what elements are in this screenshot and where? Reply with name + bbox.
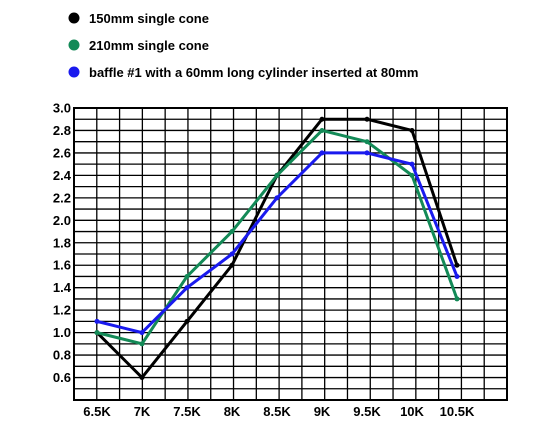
data-point [364, 116, 370, 122]
data-point [94, 330, 100, 336]
x-tick-label: 8.5K [263, 404, 291, 419]
x-tick-label: 9K [314, 404, 331, 419]
y-tick-label: 1.6 [53, 258, 71, 273]
legend-item: baffle #1 with a 60mm long cylinder inse… [68, 65, 418, 80]
data-point [139, 341, 145, 347]
legend-label: baffle #1 with a 60mm long cylinder inse… [89, 65, 418, 80]
y-tick-label: 3.0 [53, 101, 71, 116]
y-tick-label: 0.6 [53, 370, 71, 385]
data-point [229, 251, 235, 257]
x-tick-label: 7.5K [173, 404, 201, 419]
x-tick-label: 10K [400, 404, 424, 419]
y-tick-label: 1.0 [53, 325, 71, 340]
data-point [139, 375, 145, 381]
data-point [94, 318, 100, 324]
data-point [409, 172, 415, 178]
data-point [319, 150, 325, 156]
series-3 [94, 150, 460, 336]
chart-series [94, 116, 460, 381]
legend-marker [68, 39, 80, 51]
data-point [409, 127, 415, 133]
legend-label: 210mm single cone [89, 38, 209, 53]
data-point [319, 127, 325, 133]
data-point [229, 262, 235, 268]
y-tick-label: 2.0 [53, 213, 71, 228]
data-point [139, 330, 145, 336]
legend-marker [68, 66, 80, 78]
x-tick-label: 7K [134, 404, 151, 419]
data-point [184, 273, 190, 279]
y-tick-label: 1.2 [53, 303, 71, 318]
y-tick-label: 0.8 [53, 348, 71, 363]
y-tick-label: 2.2 [53, 190, 71, 205]
data-point [409, 161, 415, 167]
data-point [364, 150, 370, 156]
data-point [184, 318, 190, 324]
x-tick-label: 10.5K [440, 404, 475, 419]
y-tick-label: 2.8 [53, 123, 71, 138]
data-point [229, 229, 235, 235]
legend-item: 150mm single cone [68, 11, 209, 26]
data-point [454, 296, 460, 302]
series-2 [94, 127, 460, 347]
x-tick-label: 8K [224, 404, 241, 419]
y-axis-ticks: 3.0 2.8 2.6 2.4 2.2 2.0 1.8 1.6 1.4 1.2 1.0 0.8 0.6 [53, 101, 72, 386]
legend-marker [68, 12, 80, 24]
data-point [274, 172, 280, 178]
data-point [274, 195, 280, 201]
data-point [454, 262, 460, 268]
x-tick-label: 9.5K [353, 404, 381, 419]
data-point [364, 139, 370, 145]
legend-item: 210mm single cone [68, 38, 209, 53]
y-tick-label: 1.8 [53, 235, 71, 250]
x-axis-ticks: 6.5K 7K 7.5K 8K 8.5K 9K 9.5K 10K 10.5K [83, 404, 475, 419]
data-point [184, 285, 190, 291]
data-point [454, 273, 460, 279]
legend: 150mm single cone 210mm single cone baffle… [68, 11, 418, 80]
y-tick-label: 1.4 [53, 280, 72, 295]
y-tick-label: 2.6 [53, 145, 71, 160]
x-tick-label: 6.5K [83, 404, 111, 419]
y-tick-label: 2.4 [53, 168, 72, 183]
legend-label: 150mm single cone [89, 11, 209, 26]
data-point [319, 116, 325, 122]
